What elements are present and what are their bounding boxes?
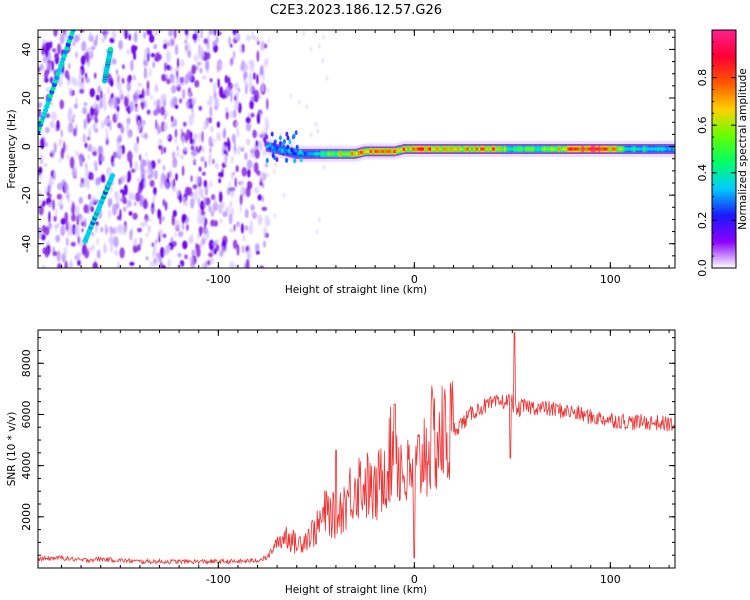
y-tick-label: 40 (20, 42, 33, 56)
snr-ylabel: SNR (10 * v/v) (6, 412, 18, 487)
spectrogram-panel: -100 0 100 -40 -20 0 20 40 Height of straight l… (6, 29, 676, 296)
colorbar-tick-label: 0.0 (696, 259, 709, 277)
x-tick-label: 0 (411, 573, 418, 586)
spectrogram-xlabel: Height of straight line (km) (285, 284, 427, 296)
x-tick-label: -100 (206, 273, 231, 286)
figure-title: C2E3.2023.186.12.57.G26 (270, 3, 442, 18)
colorbar-tick-label: 0.8 (696, 69, 709, 87)
snr-frame (37, 329, 676, 569)
y-tick-label: 0 (20, 143, 33, 150)
y-tick-label: 2000 (20, 503, 33, 531)
snr-series-line (38, 332, 675, 566)
y-tick-label: 8000 (20, 349, 33, 377)
x-tick-label: 100 (600, 573, 621, 586)
colorbar-gradient (711, 29, 737, 269)
x-tick-label: 0 (411, 273, 418, 286)
carrier-track (265, 130, 675, 164)
y-tick-label: 6000 (20, 400, 33, 428)
diagonal-streak (102, 46, 114, 84)
colorbar-tick-label: 0.6 (696, 116, 709, 134)
y-tick-label: -40 (20, 235, 33, 253)
snr-panel: -100 0 100 2000 4000 6000 8000 Height of strai… (6, 329, 676, 596)
y-tick-label: 20 (20, 91, 33, 105)
x-tick-label: -100 (206, 573, 231, 586)
spectrogram-frame (37, 29, 676, 269)
y-tick-label: -20 (20, 186, 33, 204)
x-tick-label: 100 (600, 273, 621, 286)
diagonal-streak (82, 173, 116, 244)
colorbar-tick-label: 0.2 (696, 212, 709, 230)
diagonal-streak (38, 30, 76, 135)
colorbar-axes: 0.0 0.2 0.4 0.6 0.8 (696, 41, 736, 277)
colorbar-tick-label: 0.4 (696, 164, 709, 182)
colorbar-label: Normalized spectral amplitude (737, 68, 749, 229)
snr-axes: -100 0 100 2000 4000 6000 8000 (20, 330, 675, 586)
colorbar: 0.0 0.2 0.4 0.6 0.8 Normalized spectral ampl… (696, 29, 749, 277)
spectrogram-plot-area (38, 30, 675, 268)
snr-plot-area (38, 332, 675, 566)
spectrogram-axes: -100 0 100 -40 -20 0 20 40 (20, 30, 675, 286)
y-tick-label: 4000 (20, 452, 33, 480)
spectrogram-ylabel: Frequency (Hz) (6, 109, 18, 188)
noise-speckles (38, 30, 328, 268)
snr-xlabel: Height of straight line (km) (285, 584, 427, 596)
